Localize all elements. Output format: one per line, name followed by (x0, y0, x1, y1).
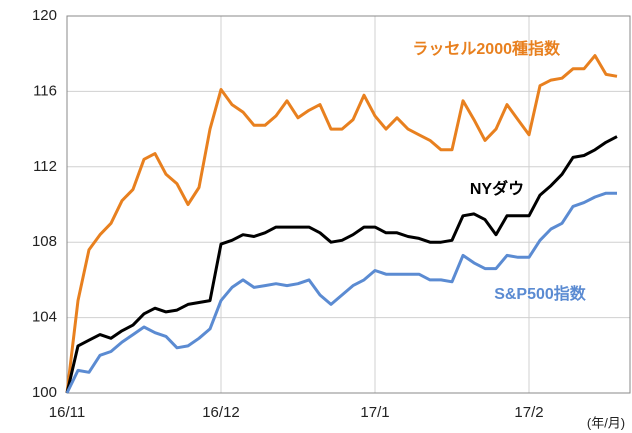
x-tick-label: 16/11 (49, 404, 85, 421)
y-tick-label: 108 (32, 233, 57, 250)
y-tick-label: 112 (33, 158, 57, 175)
x-tick-label: 17/2 (514, 404, 543, 421)
series-label: NYダウ (470, 179, 524, 198)
y-tick-label: 104 (32, 309, 57, 326)
x-tick-label: 17/1 (360, 404, 389, 421)
x-tick-label: 16/12 (202, 404, 240, 421)
y-tick-label: 120 (32, 7, 57, 24)
series-line (65, 191, 617, 394)
series-line (65, 135, 618, 394)
x-axis-label: (年/月) (587, 415, 625, 430)
plot-frame (66, 15, 631, 394)
series-line (65, 54, 618, 394)
y-tick-label: 100 (32, 384, 57, 401)
series-label: ラッセル2000種指数 (412, 39, 561, 58)
series-label: S&P500指数 (494, 284, 587, 303)
y-tick-label: 116 (33, 82, 57, 99)
